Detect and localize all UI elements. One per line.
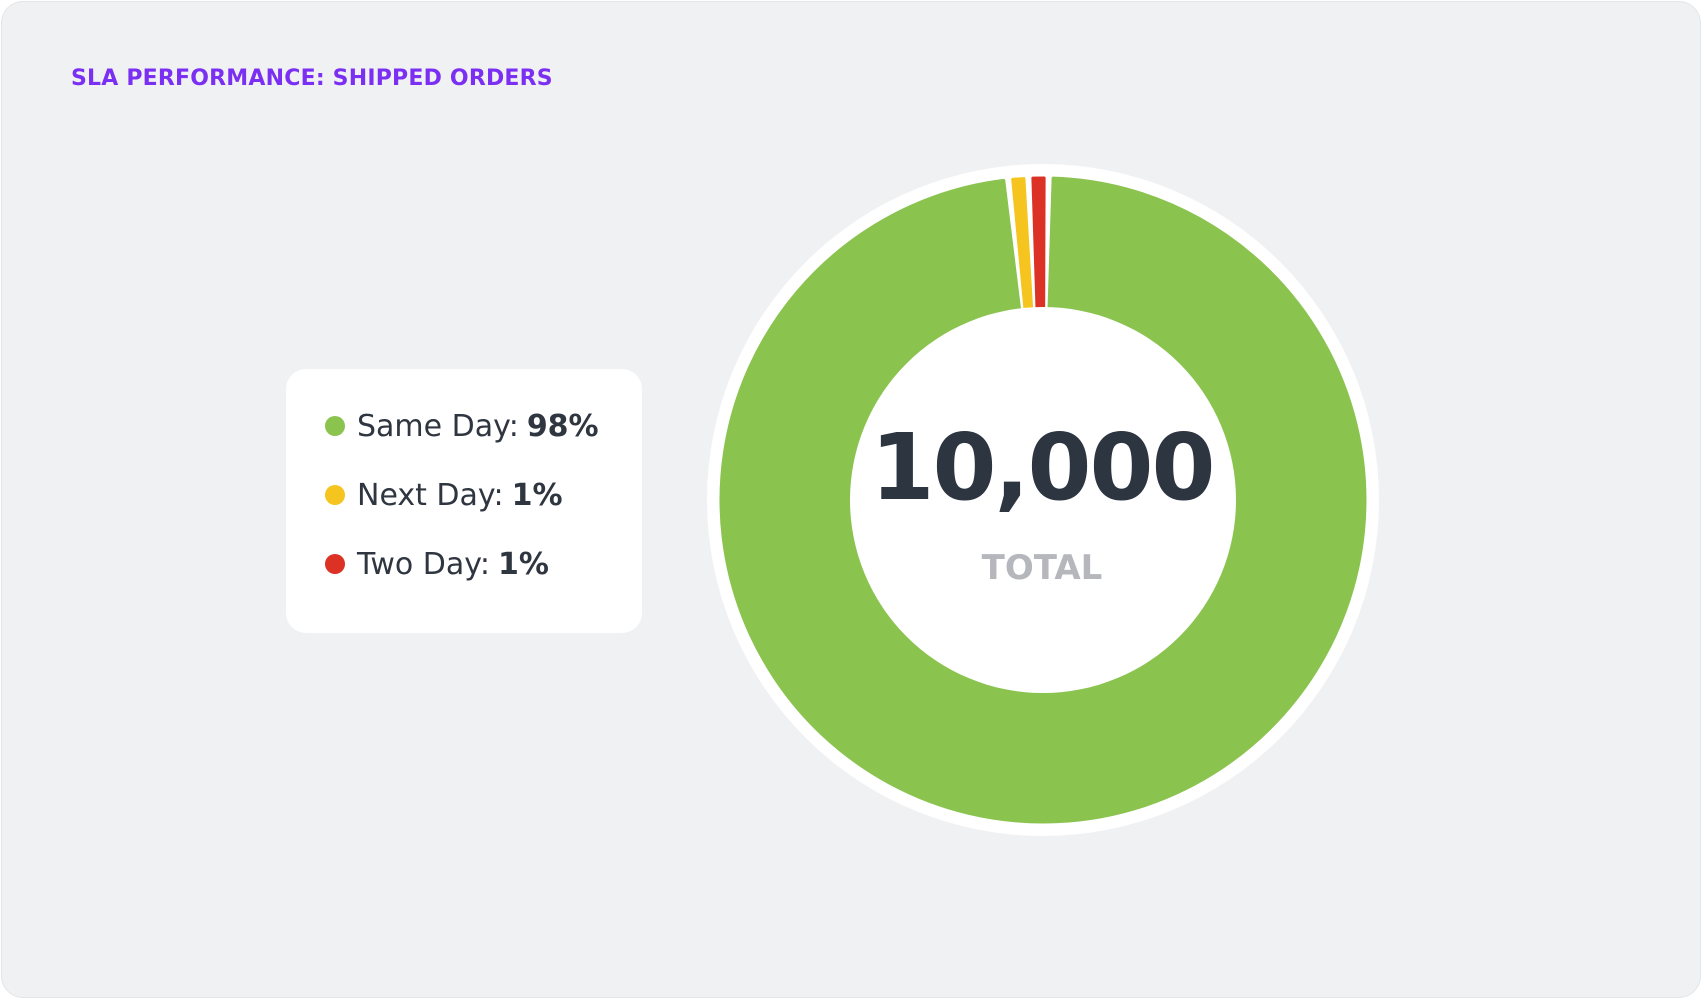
legend-item-same-day: Same Day: 98%	[325, 408, 642, 444]
legend-value-next-day: 1%	[511, 477, 563, 513]
legend-item-two-day: Two Day: 1%	[325, 546, 642, 582]
chart-legend: Same Day: 98% Next Day: 1% Two Day: 1%	[286, 369, 642, 633]
legend-dot-same-day-icon	[325, 416, 345, 436]
donut-total-value: 10,000	[870, 414, 1215, 521]
legend-label-two-day: Two Day:	[357, 546, 490, 582]
legend-dot-next-day-icon	[325, 485, 345, 505]
donut-hole	[850, 307, 1236, 693]
legend-value-two-day: 1%	[497, 546, 549, 582]
legend-value-same-day: 98%	[526, 408, 599, 444]
legend-dot-two-day-icon	[325, 554, 345, 574]
legend-item-next-day: Next Day: 1%	[325, 477, 642, 513]
legend-label-same-day: Same Day:	[357, 408, 519, 444]
legend-label-next-day: Next Day:	[357, 477, 504, 513]
donut-total-label: TOTAL	[981, 548, 1103, 588]
card-title: SLA PERFORMANCE: SHIPPED ORDERS	[71, 66, 553, 91]
